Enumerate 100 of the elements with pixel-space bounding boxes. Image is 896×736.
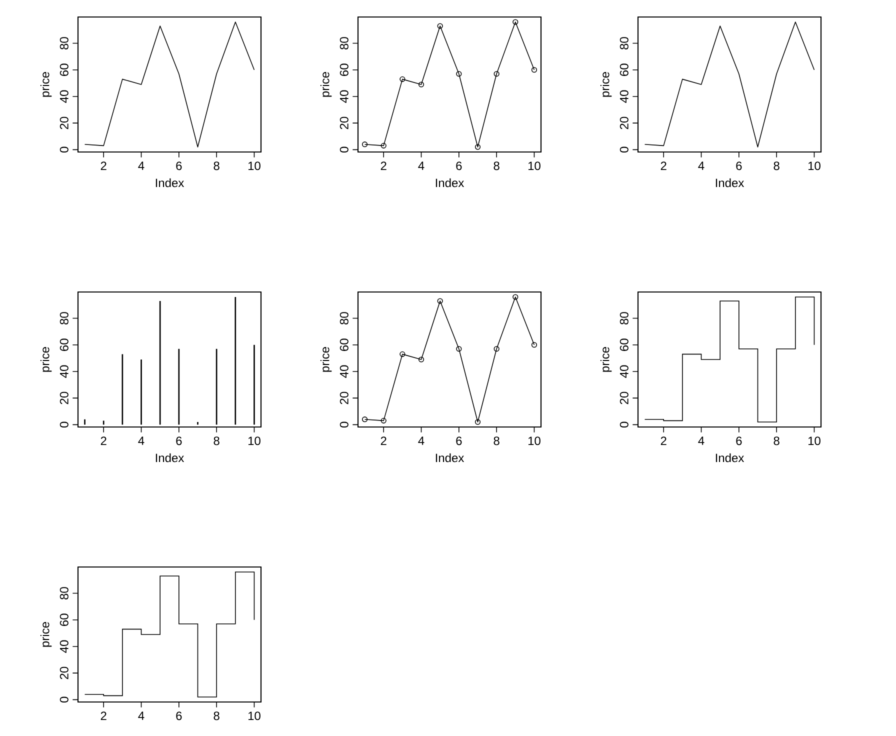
point	[494, 71, 500, 77]
y-tick-label: 40	[60, 365, 68, 378]
x-tick-label: 4	[138, 436, 144, 445]
x-tick-label: 2	[660, 162, 666, 170]
point	[437, 298, 443, 304]
y-tick-label: 0	[620, 422, 628, 428]
x-tick-label: 2	[380, 162, 386, 170]
y-tick-label: 20	[620, 116, 628, 130]
y-tick-label: 0	[340, 146, 348, 153]
x-tick-label: 4	[418, 436, 424, 445]
x-tick-label: 8	[494, 436, 500, 446]
x-tick-label: 6	[176, 436, 182, 446]
x-tick-label: 2	[100, 436, 106, 445]
y-tick-label: 60	[60, 64, 68, 76]
point	[456, 346, 462, 352]
y-axis-title: price	[320, 72, 332, 97]
y-tick-label: 80	[620, 37, 628, 50]
x-axis-title: Index	[436, 178, 464, 188]
x-axis-title: Index	[436, 453, 464, 462]
y-tick-label: 60	[620, 64, 628, 76]
x-tick-label: 2	[660, 436, 666, 445]
x-axis-title: Index	[716, 178, 744, 188]
y-tick-label: 0	[60, 146, 68, 153]
y-axis-title: price	[40, 72, 52, 97]
x-tick-label: 10	[248, 712, 260, 720]
x-tick-label: 4	[138, 712, 144, 720]
y-tick-label: 80	[620, 312, 628, 324]
x-tick-label: 4	[418, 162, 424, 170]
point	[437, 23, 443, 29]
y-tick-label: 40	[60, 90, 68, 103]
y-tick-label: 20	[60, 116, 68, 130]
point	[418, 356, 424, 362]
x-tick-label: 6	[176, 712, 182, 720]
x-tick-label: 4	[138, 162, 144, 170]
point	[474, 419, 481, 425]
x-tick-label: 6	[736, 162, 742, 170]
y-tick-label: 0	[620, 146, 628, 153]
y-tick-label: 80	[60, 587, 68, 600]
y-tick-label: 20	[620, 392, 628, 404]
y-tick-label: 20	[60, 392, 68, 404]
y-tick-label: 80	[340, 37, 348, 50]
x-tick-label: 10	[528, 436, 540, 446]
y-axis-title: price	[600, 72, 612, 97]
x-tick-label: 8	[774, 162, 780, 170]
x-tick-label: 8	[214, 436, 220, 446]
y-tick-label: 0	[60, 696, 68, 703]
y-tick-label: 40	[340, 90, 348, 103]
y-tick-label: 0	[60, 422, 68, 428]
y-tick-label: 40	[620, 90, 628, 103]
y-tick-label: 80	[60, 37, 68, 50]
y-tick-label: 20	[340, 116, 348, 130]
x-tick-label: 10	[528, 162, 540, 170]
x-tick-label: 6	[456, 162, 462, 170]
x-tick-label: 2	[100, 712, 106, 720]
y-tick-label: 60	[60, 338, 68, 351]
x-tick-label: 10	[808, 162, 820, 170]
point	[418, 82, 424, 88]
y-tick-label: 40	[60, 640, 68, 653]
y-tick-label: 20	[60, 666, 68, 680]
x-axis-title: Index	[156, 453, 184, 462]
x-tick-label: 6	[176, 162, 182, 170]
line-series	[644, 22, 815, 148]
point	[400, 351, 406, 357]
x-axis-title: Index	[716, 453, 744, 462]
x-tick-label: 6	[736, 436, 742, 446]
point	[400, 76, 406, 82]
point	[494, 346, 500, 352]
x-tick-label: 8	[494, 162, 500, 170]
y-axis-title: price	[320, 347, 332, 372]
point	[456, 71, 462, 77]
point	[512, 294, 518, 300]
y-axis-title: price	[40, 622, 52, 647]
x-tick-label: 6	[456, 436, 462, 446]
point	[380, 142, 386, 148]
y-axis-title: price	[600, 347, 612, 372]
y-axis-title: price	[40, 347, 52, 372]
y-tick-label: 60	[340, 338, 348, 351]
y-tick-label: 40	[340, 365, 348, 378]
x-tick-label: 8	[214, 712, 220, 720]
y-tick-label: 60	[340, 64, 348, 76]
y-tick-label: 20	[340, 392, 348, 404]
line-series	[84, 22, 255, 148]
x-axis-title: Index	[156, 178, 184, 188]
y-tick-label: 80	[60, 312, 68, 324]
x-tick-label: 10	[808, 436, 820, 446]
point	[512, 19, 518, 25]
x-tick-label: 2	[100, 162, 106, 170]
point	[474, 144, 481, 150]
point	[380, 418, 386, 424]
y-tick-label: 60	[620, 338, 628, 351]
x-tick-label: 2	[380, 436, 386, 445]
y-tick-label: 80	[340, 312, 348, 324]
x-tick-label: 4	[698, 436, 704, 445]
x-tick-label: 4	[698, 162, 704, 170]
x-tick-label: 8	[214, 162, 220, 170]
x-tick-label: 10	[248, 162, 260, 170]
y-tick-label: 40	[620, 365, 628, 378]
y-tick-label: 60	[60, 614, 68, 626]
y-tick-label: 0	[340, 422, 348, 428]
x-tick-label: 10	[248, 436, 260, 446]
